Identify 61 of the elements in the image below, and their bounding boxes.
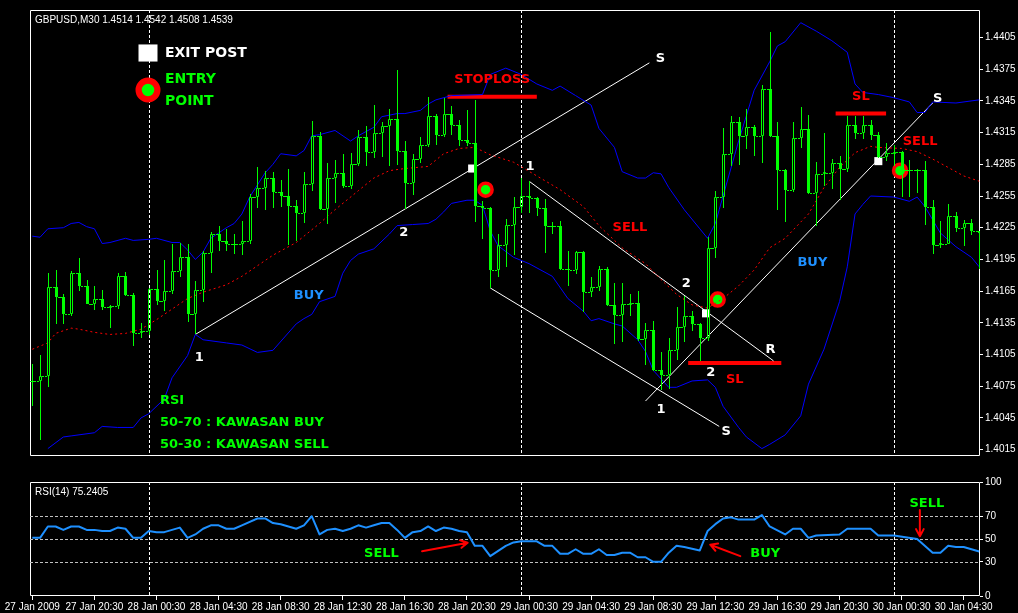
y-tick-label: 1.4195 xyxy=(985,253,1017,265)
annotation: 1 xyxy=(194,348,204,364)
x-tick-label: 27 Jan 2009 xyxy=(4,600,61,612)
x-tick-label: 28 Jan 00:30 xyxy=(127,600,186,612)
x-tick-label: 29 Jan 12:30 xyxy=(686,600,745,612)
y-tick-label: 1.4225 xyxy=(985,221,1017,233)
series-label: SL xyxy=(852,87,870,103)
annotation: 1 xyxy=(656,400,666,416)
y-tick-label: 1.4345 xyxy=(985,94,1017,106)
y-tick-label: 1.4075 xyxy=(985,380,1017,391)
annotation: 50-30 : KAWASAN SELL xyxy=(160,436,329,452)
chart-title: RSI(14) 75.2405 xyxy=(35,485,109,497)
x-tick-label: 29 Jan 16:30 xyxy=(748,600,807,612)
annotation: SELL xyxy=(909,495,945,511)
chart-title: GBPUSD,M30 1.4514 1.4542 1.4508 1.4539 xyxy=(35,13,234,25)
y-tick-label: 1.4255 xyxy=(985,189,1017,201)
annotation: BUY xyxy=(293,287,325,303)
annotation: 2 xyxy=(681,274,691,290)
annotation: SELL xyxy=(612,218,648,234)
y-tick-label: 30 xyxy=(985,555,997,567)
annotation: S xyxy=(655,50,666,66)
y-tick-label: 1.4135 xyxy=(985,316,1017,328)
y-tick-label: 1.4285 xyxy=(985,158,1017,170)
annotation: SELL xyxy=(902,133,938,149)
y-tick-label: 1.4165 xyxy=(985,284,1017,296)
annotation: 1 xyxy=(525,157,535,173)
legend-label: EXIT POST xyxy=(165,43,248,60)
series-label: SL xyxy=(725,371,744,387)
legend-label: ENTRY POINT xyxy=(165,69,217,108)
y-tick-label: 70 xyxy=(985,509,997,521)
annotation: R xyxy=(765,341,776,357)
y-tick-label: 1.4315 xyxy=(985,126,1017,138)
annotation: BUY xyxy=(797,254,828,270)
x-tick-label: 28 Jan 20:30 xyxy=(438,600,497,612)
y-tick-label: 0 xyxy=(985,589,991,601)
x-tick-label: 29 Jan 00:30 xyxy=(500,600,559,612)
x-tick-label: 29 Jan 20:30 xyxy=(810,600,869,612)
x-tick-label: 29 Jan 08:30 xyxy=(624,600,683,612)
x-tick-label: 30 Jan 00:30 xyxy=(872,600,931,612)
y-tick-label: 1.4105 xyxy=(985,348,1017,360)
y-tick-label: 50 xyxy=(985,532,997,544)
annotation: SELL xyxy=(364,544,399,560)
annotation: RSI xyxy=(160,392,185,408)
y-tick-label: 1.4045 xyxy=(985,411,1017,423)
annotation: S xyxy=(932,90,943,106)
x-tick-label: 28 Jan 12:30 xyxy=(313,600,373,612)
annotation: 2 xyxy=(706,364,716,380)
x-tick-label: 27 Jan 20:30 xyxy=(65,600,124,612)
annotation: S xyxy=(721,422,731,438)
x-tick-label: 28 Jan 08:30 xyxy=(251,600,311,612)
y-tick-label: 100 xyxy=(985,475,1003,487)
annotation: 50-70 : KAWASAN BUY xyxy=(160,414,325,430)
x-tick-label: 29 Jan 04:30 xyxy=(562,600,621,612)
x-tick-label: 28 Jan 16:30 xyxy=(375,600,435,612)
annotation: BUY xyxy=(750,545,781,561)
x-tick-label: 30 Jan 04:30 xyxy=(934,600,994,612)
x-tick-label: 28 Jan 04:30 xyxy=(189,600,248,612)
y-tick-label: 1.4015 xyxy=(985,443,1017,455)
annotation: 2 xyxy=(399,224,409,240)
y-tick-label: 1.4405 xyxy=(985,31,1017,43)
y-tick-label: 1.4375 xyxy=(985,62,1017,74)
